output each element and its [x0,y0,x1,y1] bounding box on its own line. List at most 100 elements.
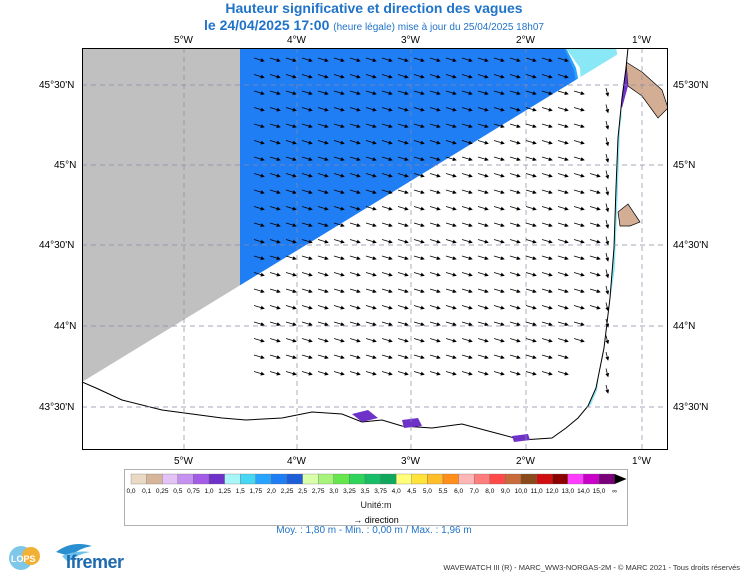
direction-arrow [541,321,553,326]
colorbar-swatch [271,473,288,485]
direction-arrow [381,255,393,260]
direction-arrow [541,57,553,62]
direction-arrow [445,321,457,326]
colorbar-tick-label: 0,25 [155,488,169,495]
direction-arrow [285,90,297,95]
colorbar-tick-label: 14,0 [577,488,590,495]
direction-arrow [253,173,265,178]
direction-arrow [605,170,610,180]
direction-arrow [253,239,265,244]
direction-arrow [605,137,610,147]
direction-label: direction [364,515,399,525]
direction-arrow [525,354,537,359]
direction-arrow [493,140,505,145]
direction-arrow [509,288,521,293]
colorbar-tick-label: 2,5 [298,488,308,495]
direction-arrow [301,107,313,112]
colorbar-swatch [442,473,459,485]
direction-arrow [253,222,265,227]
lon-label-bottom-2w: 2°W [516,456,535,467]
direction-arrow [253,371,265,376]
direction-arrow [541,272,553,277]
direction-arrow [285,239,297,244]
direction-arrow [253,107,265,112]
direction-arrow [509,90,521,95]
statistics: Moy. : 1,80 m - Min. : 0,00 m / Max. : 1… [276,525,472,536]
colorbar-tick-label: 5,0 [422,488,432,495]
colorbar-swatch [458,473,475,485]
update-label: (heure légale) mise à jour du 25/04/2025… [333,22,544,33]
direction-arrow [333,74,345,79]
direction-arrow [285,107,297,112]
direction-arrow [541,371,553,376]
direction-arrow [589,173,601,178]
map-title: Hauteur significative et direction des v… [225,0,523,16]
direction-arrow [285,189,297,194]
direction-arrow [269,57,281,62]
direction-arrow [429,173,441,178]
direction-arrow [525,57,537,62]
colorbar-tick-label: 0,75 [187,488,200,495]
direction-arrow [349,239,361,244]
direction-arrow [301,272,313,277]
direction-arrow [397,272,409,277]
direction-arrow [557,206,569,211]
direction-arrow [333,239,345,244]
direction-arrow [429,90,441,95]
direction-arrow [365,371,377,376]
direction-arrow [477,206,489,211]
direction-arrow [445,371,457,376]
wave-height-map[interactable] [82,48,668,450]
direction-arrow [493,255,505,260]
direction-arrow [365,57,377,62]
colorbar-tick-label: 1,0 [204,488,214,495]
direction-arrow [605,351,610,361]
direction-arrow [269,74,281,79]
colorbar-tick-label: 0,1 [142,488,152,495]
direction-arrow [445,338,457,343]
direction-arrow [269,156,281,161]
direction-arrow [557,338,569,343]
direction-arrow [429,107,441,112]
direction-arrow [557,321,569,326]
colorbar-swatch [427,473,444,485]
direction-arrow [477,173,489,178]
colorbar-swatch [583,473,600,485]
direction-arrow [413,288,425,293]
direction-arrow [605,203,610,213]
direction-arrow [541,255,553,260]
lon-label-bottom-1w: 1°W [632,456,651,467]
direction-arrow [541,288,553,293]
ifremer-wordmark: Ifremer [66,552,124,572]
direction-arrow [381,305,393,310]
colorbar-tick-label: 3,25 [343,488,356,495]
direction-arrow [317,90,329,95]
direction-arrow [573,173,585,178]
direction-arrow [317,288,329,293]
direction-arrow [509,189,521,194]
direction-arrow [381,338,393,343]
direction-arrow [413,354,425,359]
direction-arrow [573,288,585,293]
direction-arrow [589,288,601,293]
direction-arrow [333,206,345,211]
colorbar-swatch [552,473,568,485]
direction-arrow [525,288,537,293]
direction-arrow [445,255,457,260]
direction-arrow [381,107,393,112]
direction-arrow [557,305,569,310]
direction-arrow [573,140,585,145]
direction-arrow [365,321,377,326]
direction-arrow [253,74,265,79]
direction-arrow [253,57,265,62]
direction-arrow [349,338,361,343]
direction-arrow [445,123,457,128]
direction-arrow [269,189,281,194]
direction-arrow [269,140,281,145]
direction-arrow [413,371,425,376]
direction-arrow [413,173,425,178]
direction-arrow [589,189,601,194]
direction-arrow [269,321,281,326]
direction-arrow [333,140,345,145]
direction-arrow [589,272,601,277]
